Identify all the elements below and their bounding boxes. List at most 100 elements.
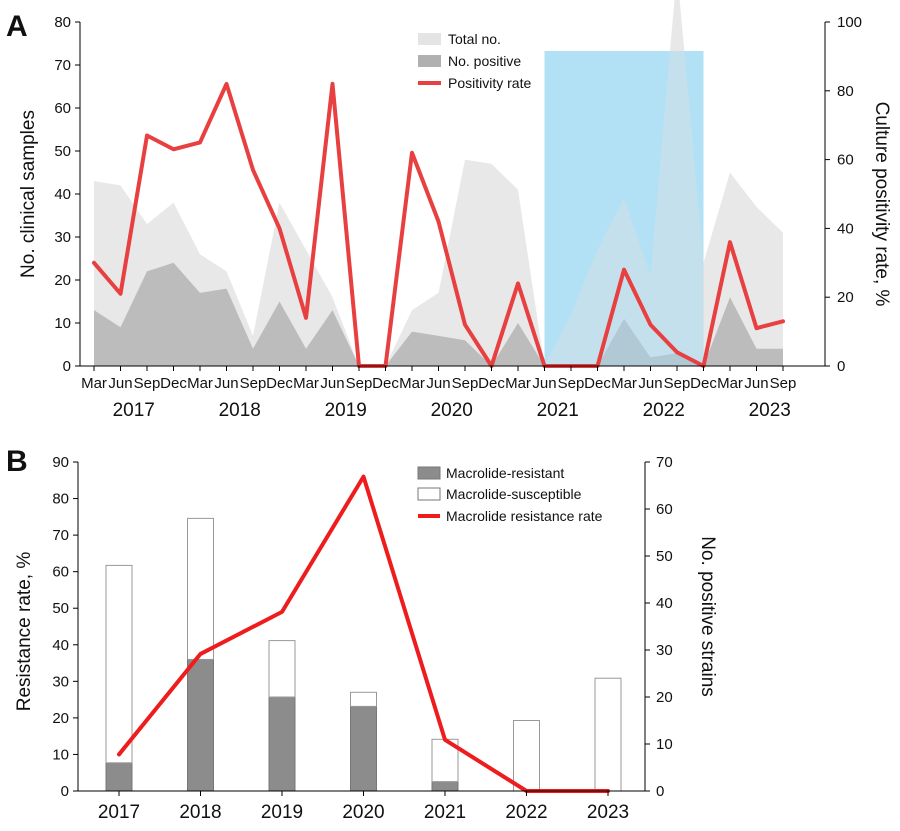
a-x-tick-label: Jun [532, 375, 556, 392]
a-x-tick-label: Mar [505, 375, 531, 392]
panel-b: B 0 10 20 30 40 50 60 70 80 90 0 10 20 30 40 50 60 70 2017… [6, 445, 718, 823]
a-left-tick-label: 0 [63, 358, 71, 375]
a-year-label: 2023 [749, 400, 791, 421]
b-right-tick-label: 50 [656, 548, 673, 565]
b-legend-swatch-resistant [417, 466, 441, 480]
b-left-axis-title: Resistance rate, % [14, 552, 35, 712]
a-left-tick-label: 60 [54, 100, 71, 117]
b-x-tick-label: 2021 [424, 802, 466, 823]
b-bar-resistant [268, 696, 296, 792]
b-left-tick-label: 0 [61, 783, 69, 800]
b-bar-susceptible [513, 720, 540, 792]
a-year-label: 2017 [113, 400, 155, 421]
a-x-tick-label: Dec [690, 375, 717, 392]
a-legend-label-total: Total no. [448, 31, 501, 47]
a-legend-swatch-total [418, 33, 441, 45]
b-bar-resistant [350, 705, 377, 792]
b-right-tick-label: 0 [656, 783, 664, 800]
b-bar-susceptible [268, 640, 296, 698]
b-right-tick-label: 20 [656, 689, 673, 706]
a-x-tick-label: Mar [717, 375, 743, 392]
a-x-tick-label: Sep [346, 375, 373, 392]
a-x-tick-label: Sep [452, 375, 479, 392]
b-left-tick-label: 40 [52, 637, 69, 654]
a-area-positive [94, 262, 783, 366]
b-left-tick-label: 10 [52, 746, 69, 763]
b-x-tick-label: 2018 [179, 802, 221, 823]
a-x-tick-label: Dec [266, 375, 293, 392]
a-right-axis-title: Culture positivity rate, % [871, 102, 892, 307]
a-legend-label-rate: Positivity rate [448, 75, 531, 91]
a-left-tick-label: 70 [54, 57, 71, 74]
b-x-tick-label: 2017 [98, 802, 140, 823]
panel-b-letter: B [6, 445, 28, 478]
b-bar-susceptible [350, 691, 377, 707]
a-left-tick-label: 20 [54, 272, 71, 289]
b-right-tick-label: 40 [656, 595, 673, 612]
b-bar-susceptible [187, 517, 214, 660]
b-bar-resistant [431, 781, 459, 792]
a-x-tick-label: Mar [187, 375, 213, 392]
a-left-tick-label: 50 [54, 143, 71, 160]
b-right-axis-title: No. positive strains [697, 536, 718, 697]
b-x-tick-label: 2022 [505, 802, 547, 823]
a-left-axis-title: No. clinical samples [18, 110, 39, 278]
a-shaded-overlay [544, 51, 704, 366]
a-x-tick-label: Jun [638, 375, 662, 392]
a-x-tick-label: Dec [160, 375, 187, 392]
b-bars [105, 517, 622, 792]
a-x-tick-label: Dec [478, 375, 505, 392]
a-x-tick-label: Mar [293, 375, 319, 392]
b-left-tick-label: 20 [52, 710, 69, 727]
b-left-tick-label: 30 [52, 673, 69, 690]
a-year-label: 2018 [219, 400, 261, 421]
a-x-tick-label: Jun [108, 375, 132, 392]
b-legend-label-rate: Macrolide resistance rate [446, 508, 603, 524]
a-x-tick-label: Sep [770, 375, 797, 392]
a-x-tick-label: Mar [399, 375, 425, 392]
a-year-label: 2021 [537, 400, 579, 421]
a-right-tick-label: 40 [837, 220, 854, 237]
b-bar-susceptible [105, 564, 133, 764]
a-legend-label-positive: No. positive [448, 53, 521, 69]
a-x-tick-label: Jun [744, 375, 768, 392]
a-year-label: 2022 [643, 400, 685, 421]
a-right-tick-label: 20 [837, 289, 854, 306]
a-x-tick-label: Jun [320, 375, 344, 392]
b-x-tick-label: 2020 [342, 802, 384, 823]
a-x-tick-label: Dec [372, 375, 399, 392]
b-legend-swatch-susceptible [417, 487, 441, 501]
b-legend-label-susceptible: Macrolide-susceptible [446, 486, 582, 502]
b-x-tick-label: 2023 [587, 802, 629, 823]
a-x-tick-label: Sep [558, 375, 585, 392]
b-axes: 0 10 20 30 40 50 60 70 80 90 0 10 20 30 40 50 60 70 2017 20… [14, 454, 718, 823]
a-year-label: 2019 [325, 400, 367, 421]
b-x-tick-label: 2019 [261, 802, 303, 823]
b-right-tick-label: 10 [656, 736, 673, 753]
a-x-tick-label: Mar [611, 375, 637, 392]
a-right-tick-label: 100 [837, 14, 862, 31]
a-x-tick-label: Sep [134, 375, 161, 392]
a-x-tick-label: Dec [584, 375, 611, 392]
a-x-tick-label: Mar [81, 375, 107, 392]
b-right-tick-label: 60 [656, 501, 673, 518]
b-left-tick-label: 50 [52, 600, 69, 617]
a-right-tick-label: 0 [837, 358, 845, 375]
b-legend-label-resistant: Macrolide-resistant [446, 465, 564, 481]
b-bar-resistant [105, 762, 133, 792]
b-legend: Macrolide-resistant Macrolide-susceptible… [417, 465, 603, 524]
a-legend-swatch-positive [418, 55, 441, 67]
a-year-label: 2020 [431, 400, 473, 421]
b-bar-susceptible [594, 677, 622, 792]
a-left-tick-label: 10 [54, 315, 71, 332]
a-left-tick-label: 80 [54, 14, 71, 31]
a-x-tick-label: Sep [240, 375, 267, 392]
b-left-tick-label: 80 [52, 491, 69, 508]
b-right-tick-label: 70 [656, 454, 673, 471]
a-x-tick-label: Sep [664, 375, 691, 392]
a-areas [94, 0, 783, 366]
panel-a-letter: A [6, 10, 28, 43]
